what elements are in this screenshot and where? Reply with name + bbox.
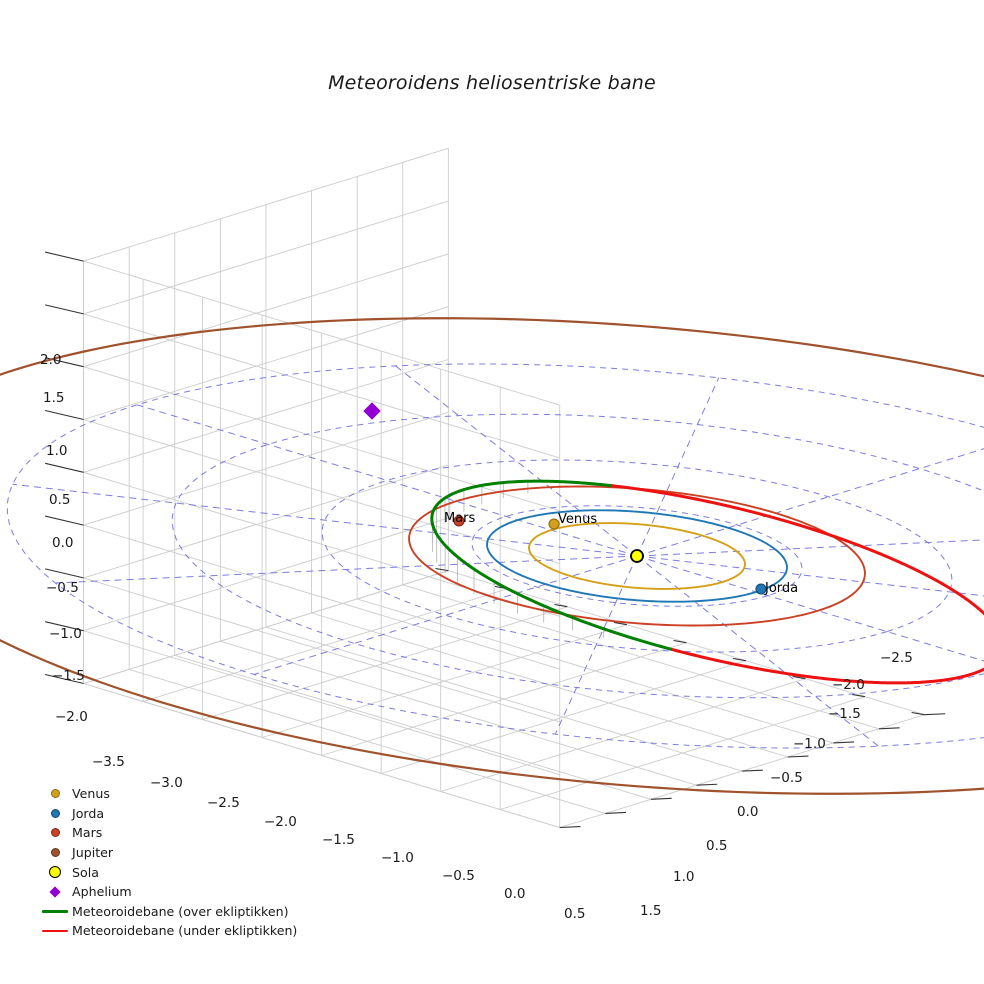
circle-icon [38,808,72,818]
legend-label: Sola [72,864,99,880]
body-label-jorda: Jorda [765,581,799,596]
body-markers [363,402,767,595]
circle-icon [38,789,72,799]
legend-item-meteoroidebane[interactable]: Meteoroidebane (under ekliptikken) [38,921,330,941]
y-tick-3: −1.0 [793,736,826,752]
circle-icon [38,848,72,858]
x-tick-3: −2.0 [264,814,297,830]
x-tick-7: 0.0 [504,886,526,902]
x-tick-0: −3.5 [92,754,125,770]
line-icon [38,910,72,913]
legend-label: Mars [72,825,103,841]
planet-orbits [0,317,984,795]
legend-item-venus[interactable]: Venus [38,784,330,804]
x-tick-5: −1.0 [381,850,414,866]
z-tick-1: 1.5 [43,390,65,406]
legend-label: Meteoroidebane (over ekliptikken) [72,903,289,919]
legend-item-meteoroidebane[interactable]: Meteoroidebane (over ekliptikken) [38,902,330,922]
legend-label: Jupiter [72,845,114,861]
legend: Venus Jorda Mars Jupiter Sola Aphelium Meteoro… [38,784,330,941]
z-tick-0: 2.0 [40,352,62,368]
y-tick-1: −2.0 [832,677,865,693]
y-tick-5: 0.0 [737,804,759,820]
line-icon [38,929,72,933]
y-tick-2: −1.5 [828,706,861,722]
z-tick-8: −2.0 [55,709,88,725]
x-tick-4: −1.5 [322,832,355,848]
axes-grid [45,147,946,829]
y-tick-8: 1.5 [640,903,662,919]
y-tick-4: −0.5 [770,770,803,786]
legend-item-aphelium[interactable]: Aphelium [38,882,330,902]
x-tick-1: −3.0 [150,775,183,791]
legend-item-mars[interactable]: Mars [38,823,330,843]
y-tick-0: −2.5 [880,650,913,666]
legend-item-sola[interactable]: Sola [38,862,330,882]
x-tick-8: 0.5 [564,906,586,922]
legend-label: Aphelium [72,884,132,900]
z-tick-3: 0.5 [49,492,71,508]
legend-label: Meteoroidebane (under ekliptikken) [72,923,298,939]
circle-icon [38,866,72,879]
legend-label: Jorda [72,805,105,821]
legend-label: Venus [72,786,110,802]
diamond-icon [38,886,72,898]
body-label-venus: Venus [558,512,598,527]
polar-helper-grid [6,363,984,749]
meteoroid-orbit [430,479,984,685]
legend-item-jupiter[interactable]: Jupiter [38,843,330,863]
y-tick-6: 0.5 [706,838,728,854]
y-tick-7: 1.0 [673,869,695,885]
body-label-mars: Mars [444,511,476,526]
projection-stems [431,481,605,638]
z-tick-2: 1.0 [46,443,68,459]
page-title: Meteoroidens heliosentriske bane [328,72,656,94]
z-tick-7: −1.5 [52,668,85,684]
legend-item-jorda[interactable]: Jorda [38,804,330,824]
x-tick-6: −0.5 [442,868,475,884]
z-tick-4: 0.0 [52,535,74,551]
x-tick-2: −2.5 [207,795,240,811]
z-tick-6: −1.0 [49,626,82,642]
z-tick-5: −0.5 [46,580,79,596]
circle-icon [38,828,72,838]
